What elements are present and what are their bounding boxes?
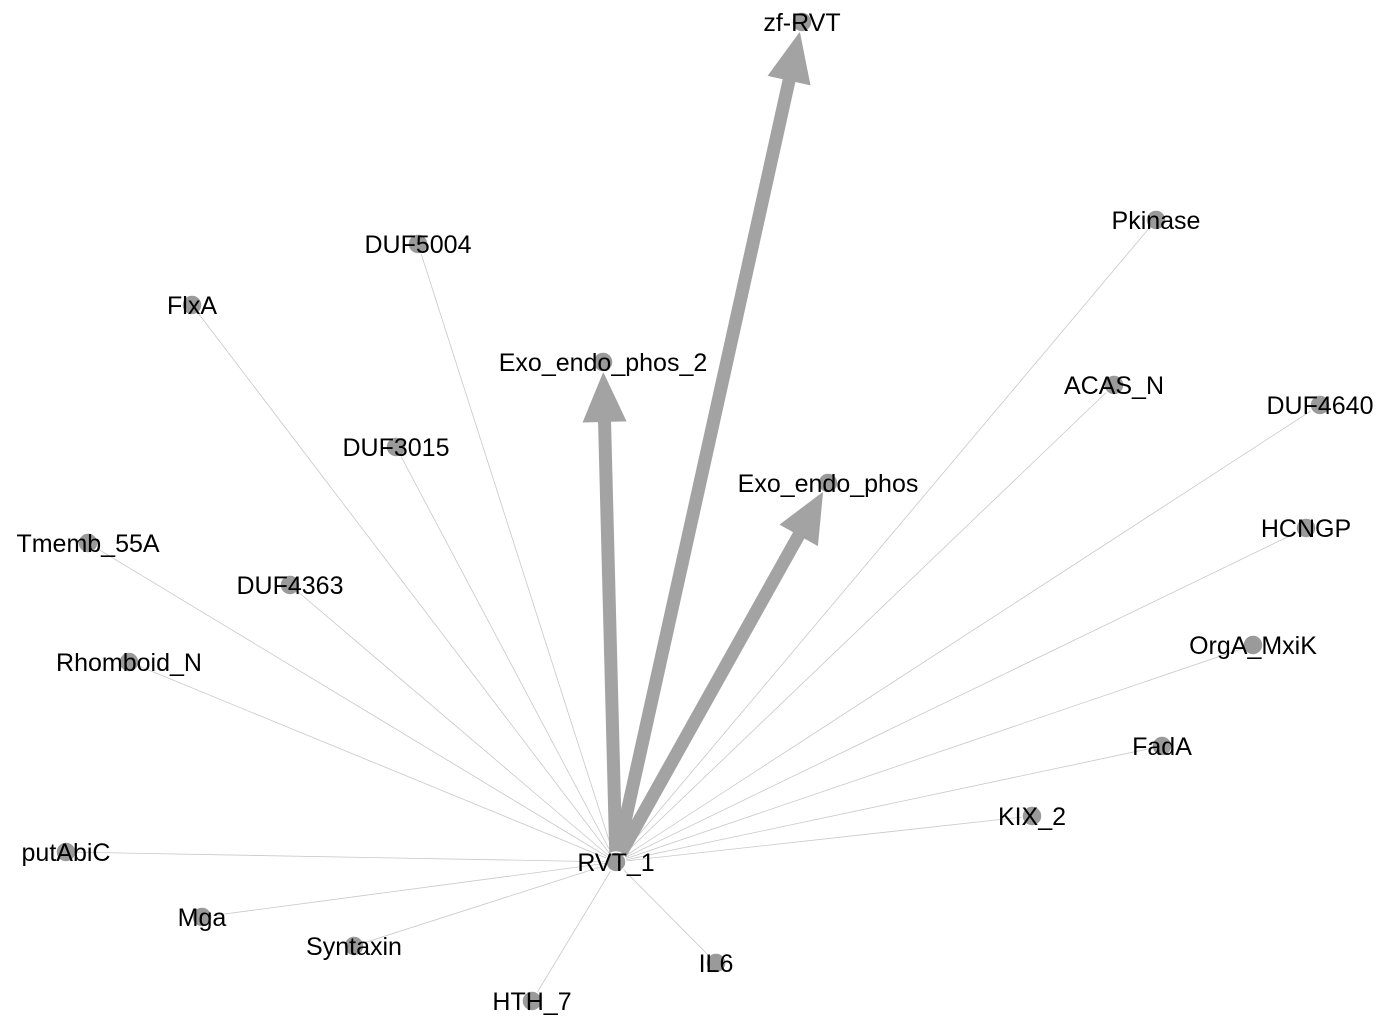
edge-rvt-1-duf3015 [395,446,617,863]
node-hth-7[interactable] [521,990,543,1012]
arrowhead-zf-rvt [767,31,811,86]
edge-rvt-1-putabic [65,851,617,863]
edge-rvt-1-pkinase [615,219,1157,863]
arrowhead-exo-endo-phos-2 [582,371,627,423]
edge-rvt-1-hcngp [615,527,1307,863]
node-label-flxa: FlxA [167,292,217,320]
node-exo-endo-phos-2[interactable] [592,351,614,373]
node-label-duf4640: DUF4640 [1267,392,1374,420]
node-duf4640[interactable] [1309,394,1331,416]
edge-rvt-1-acas-n [615,384,1115,863]
node-label-putabic: putAbiC [22,839,111,867]
edge-rvt-1-tmemb-55a [87,542,617,863]
edge-rvt-1-kix-2 [615,815,1033,863]
edge-rvt-1-duf5004 [417,243,617,863]
node-label-rvt-1: RVT_1 [577,849,654,877]
edge-rvt-1-duf4363 [289,584,617,863]
node-label-duf3015: DUF3015 [343,434,450,462]
node-label-zf-rvt: zf-RVT [763,9,840,37]
node-label-kix-2: KIX_2 [998,803,1066,831]
node-label-orga-mxik: OrgA_MxiK [1189,632,1317,660]
node-label-hcngp: HCNGP [1261,515,1351,543]
edge-rvt-1-flxa [191,304,617,863]
node-label-exo-endo-phos-2: Exo_endo_phos_2 [499,349,708,377]
node-layer [55,11,1331,1012]
edge-rvt-1-exo-endo-phos-2 [598,419,623,863]
edge-rvt-1-mga [201,861,617,918]
node-rhomboid-n[interactable] [118,651,140,673]
node-label-hth-7: HTH_7 [492,988,571,1016]
node-pkinase[interactable] [1145,209,1167,231]
edge-rvt-1-rhomboid-n [128,661,617,863]
node-exo-endo-phos[interactable] [817,472,839,494]
node-label-exo-endo-phos: Exo_endo_phos [738,470,919,498]
edge-layer [65,31,1321,1002]
node-duf3015[interactable] [385,436,407,458]
edge-rvt-1-fada [615,745,1163,863]
edge-rvt-1-il6 [615,861,717,964]
edge-rvt-1-zf-rvt [609,77,796,864]
node-tmemb-55a[interactable] [77,532,99,554]
node-duf5004[interactable] [407,233,429,255]
node-syntaxin[interactable] [343,935,365,957]
node-flxa[interactable] [181,294,203,316]
node-duf4363[interactable] [279,574,301,596]
node-mga[interactable] [191,906,213,928]
node-putabic[interactable] [55,841,77,863]
node-rvt-1[interactable] [605,851,627,873]
node-label-pkinase: Pkinase [1112,207,1201,235]
node-label-duf4363: DUF4363 [237,572,344,600]
node-label-rhomboid-n: Rhomboid_N [56,649,202,677]
edge-rvt-1-syntaxin [353,861,617,947]
arrowhead-exo-endo-phos [779,491,824,547]
node-label-duf5004: DUF5004 [365,231,472,259]
edge-rvt-1-hth-7 [531,861,617,1002]
node-label-mga: Mga [178,904,227,932]
node-label-il6: IL6 [699,950,734,978]
edge-rvt-1-duf4640 [615,404,1321,863]
node-zf-rvt[interactable] [791,11,813,33]
node-kix-2[interactable] [1021,805,1043,827]
node-label-acas-n: ACAS_N [1064,372,1164,400]
node-label-tmemb-55a: Tmemb_55A [16,530,159,558]
node-label-fada: FadA [1132,733,1192,761]
node-orga-mxik[interactable] [1242,634,1264,656]
edge-rvt-1-exo-endo-phos [610,530,806,866]
edge-rvt-1-orga-mxik [615,644,1254,863]
label-layer: RVT_1 zf-RVT Exo_endo_phos_2 Exo_endo_phos D… [16,9,1373,1016]
node-fada[interactable] [1151,735,1173,757]
node-label-syntaxin: Syntaxin [306,933,402,961]
node-acas-n[interactable] [1103,374,1125,396]
node-hcngp[interactable] [1295,517,1317,539]
node-il6[interactable] [705,952,727,974]
